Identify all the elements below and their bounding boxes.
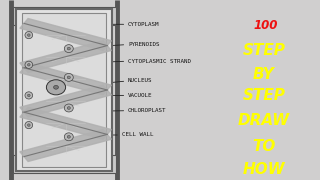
Ellipse shape	[67, 135, 70, 138]
Ellipse shape	[64, 45, 73, 53]
Text: CYTOPLASMIC STRAND: CYTOPLASMIC STRAND	[128, 59, 191, 64]
Polygon shape	[20, 63, 111, 95]
Text: VACUOLE: VACUOLE	[128, 93, 153, 98]
Polygon shape	[20, 107, 111, 139]
Ellipse shape	[67, 107, 70, 109]
Ellipse shape	[67, 76, 70, 79]
Text: NUCLEUS: NUCLEUS	[128, 78, 153, 84]
Ellipse shape	[46, 80, 66, 95]
Text: PYRENOIDS: PYRENOIDS	[128, 42, 159, 47]
Text: DRAW: DRAW	[238, 113, 290, 128]
Bar	[22, 13, 106, 167]
Ellipse shape	[25, 122, 33, 129]
Text: CHLOROPLAST: CHLOROPLAST	[128, 108, 166, 113]
Text: STEP: STEP	[243, 88, 285, 103]
Ellipse shape	[54, 85, 58, 89]
Ellipse shape	[28, 124, 30, 126]
Text: CYTOPLASM: CYTOPLASM	[128, 22, 159, 27]
Polygon shape	[20, 19, 111, 50]
Ellipse shape	[64, 104, 73, 112]
Ellipse shape	[64, 73, 73, 81]
Text: STEP: STEP	[243, 43, 285, 58]
Bar	[16, 9, 112, 171]
Ellipse shape	[67, 47, 70, 50]
Ellipse shape	[28, 94, 30, 97]
Text: HOW: HOW	[243, 162, 285, 177]
Text: TO: TO	[252, 139, 276, 154]
Ellipse shape	[28, 64, 30, 66]
Bar	[13, 155, 116, 173]
Ellipse shape	[25, 31, 33, 39]
Text: 100: 100	[253, 19, 278, 32]
Text: CELL WALL: CELL WALL	[122, 132, 153, 138]
Polygon shape	[20, 130, 111, 161]
Bar	[13, 7, 116, 25]
Polygon shape	[20, 85, 111, 117]
Polygon shape	[20, 41, 111, 73]
Ellipse shape	[28, 34, 30, 36]
Text: BY: BY	[253, 67, 275, 82]
Ellipse shape	[25, 61, 33, 68]
Ellipse shape	[64, 133, 73, 141]
Ellipse shape	[25, 92, 33, 99]
